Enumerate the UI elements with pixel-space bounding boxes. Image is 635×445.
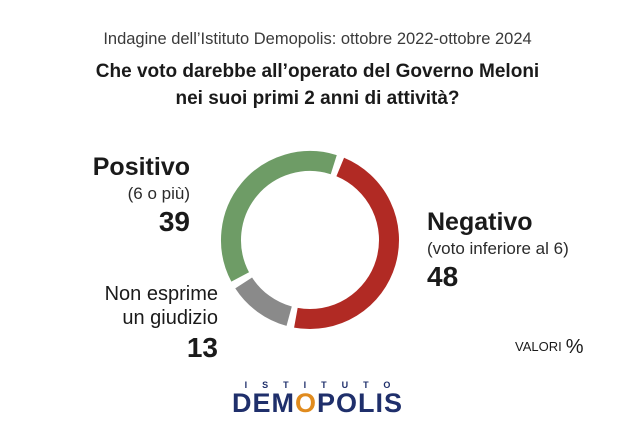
no-opinion-segment <box>235 277 293 326</box>
units-word: VALORI <box>515 339 562 354</box>
negative-sub: (voto inferiore al 6) <box>427 239 569 258</box>
survey-source: Indagine dell’Istituto Demopolis: ottobr… <box>103 30 532 48</box>
no-opinion-value: 13 <box>186 332 218 363</box>
negative-value: 48 <box>427 261 459 292</box>
positive-name: Positivo <box>92 153 190 181</box>
logo-o: O <box>294 388 317 418</box>
logo-part-1: DEM <box>231 388 295 418</box>
no-opinion-line-1: Non esprime <box>104 283 218 305</box>
negative-label: Negativo (voto inferiore al 6) 48 <box>427 208 569 293</box>
positive-value: 39 <box>158 206 190 237</box>
positive-sub: (6 o più) <box>127 184 190 203</box>
logo-top-text: ISTITUTO <box>244 380 406 390</box>
positive-segment <box>221 151 337 282</box>
chart-title: Che voto darebbe all’operato del Governo… <box>0 58 635 112</box>
negative-name: Negativo <box>427 208 533 236</box>
negative-segment <box>294 157 399 329</box>
units-percent: % <box>565 336 584 358</box>
title-line-2: nei suoi primi 2 anni di attività? <box>175 88 460 109</box>
logo-main-text: DEMOPOLIS <box>0 388 635 419</box>
title-line-1: Che voto darebbe all’operato del Governo… <box>95 61 540 82</box>
positive-label: Positivo (6 o più) 39 <box>0 153 190 238</box>
logo-part-2: POLIS <box>317 388 404 418</box>
demopolis-logo: ISTITUTO DEMOPOLIS <box>0 380 635 419</box>
units-note: VALORI% <box>515 336 584 359</box>
no-opinion-line-2: un giudizio <box>122 307 218 329</box>
no-opinion-label: Non esprime un giudizio 13 <box>0 282 218 364</box>
